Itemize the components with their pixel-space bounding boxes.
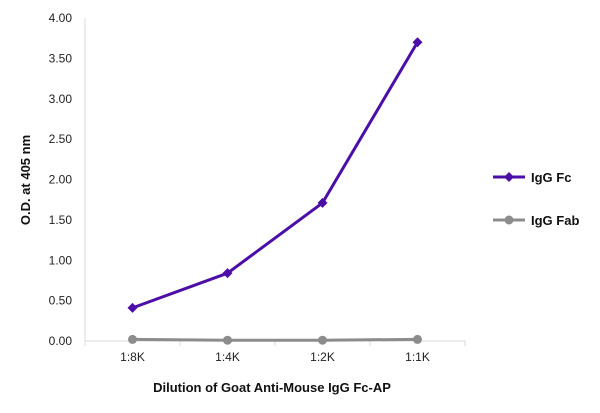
series-line-igg-fc — [131, 41, 419, 310]
legend-swatch-marker — [504, 172, 514, 182]
y-axis-title: O.D. at 405 nm — [18, 135, 33, 225]
legend-label: IgG Fab — [531, 213, 579, 228]
series-line-igg-fab — [132, 337, 418, 342]
data-point-igg-fc — [317, 197, 328, 208]
x-axis-title: Dilution of Goat Anti-Mouse IgG Fc-AP — [153, 380, 391, 395]
x-tick-label: 1:1K — [405, 350, 430, 364]
data-point-igg-fc — [222, 268, 233, 279]
y-tick-label: 1.50 — [49, 213, 73, 227]
legend-swatch-marker — [504, 215, 514, 225]
series-igg-fc — [127, 37, 423, 313]
data-point-igg-fc — [412, 37, 423, 48]
x-tick-label: 1:8K — [120, 350, 145, 364]
x-tick-label: 1:4K — [215, 350, 240, 364]
y-tick-label: 1.00 — [49, 253, 73, 267]
y-tick-label: 2.50 — [49, 132, 73, 146]
x-tick-label: 1:2K — [310, 350, 335, 364]
legend-item-igg-fab: IgG Fab — [493, 213, 579, 228]
data-point-igg-fc — [127, 302, 138, 313]
x-tick-labels: 1:8K 1:4K 1:2K 1:1K — [84, 341, 466, 364]
data-point-igg-fab — [413, 334, 422, 344]
y-tick-label: 2.00 — [49, 173, 73, 187]
series-igg-fab — [128, 334, 422, 345]
y-tick-label: 0.00 — [49, 334, 73, 348]
y-tick-label: 3.00 — [49, 92, 73, 106]
series-layer — [127, 37, 423, 345]
y-tick-label: 3.50 — [49, 51, 73, 65]
y-tick-labels: 0.00 0.50 1.00 1.50 2.00 2.50 3.00 3.50 4.00 — [49, 11, 73, 348]
data-point-igg-fab — [318, 335, 327, 345]
data-point-igg-fab — [223, 335, 232, 345]
y-tick-label: 0.50 — [49, 294, 73, 308]
y-tick-label: 4.00 — [49, 11, 73, 25]
data-point-igg-fab — [128, 334, 137, 344]
legend: IgG Fc IgG Fab — [493, 170, 579, 228]
legend-label: IgG Fc — [531, 170, 571, 185]
legend-item-igg-fc: IgG Fc — [493, 170, 571, 185]
